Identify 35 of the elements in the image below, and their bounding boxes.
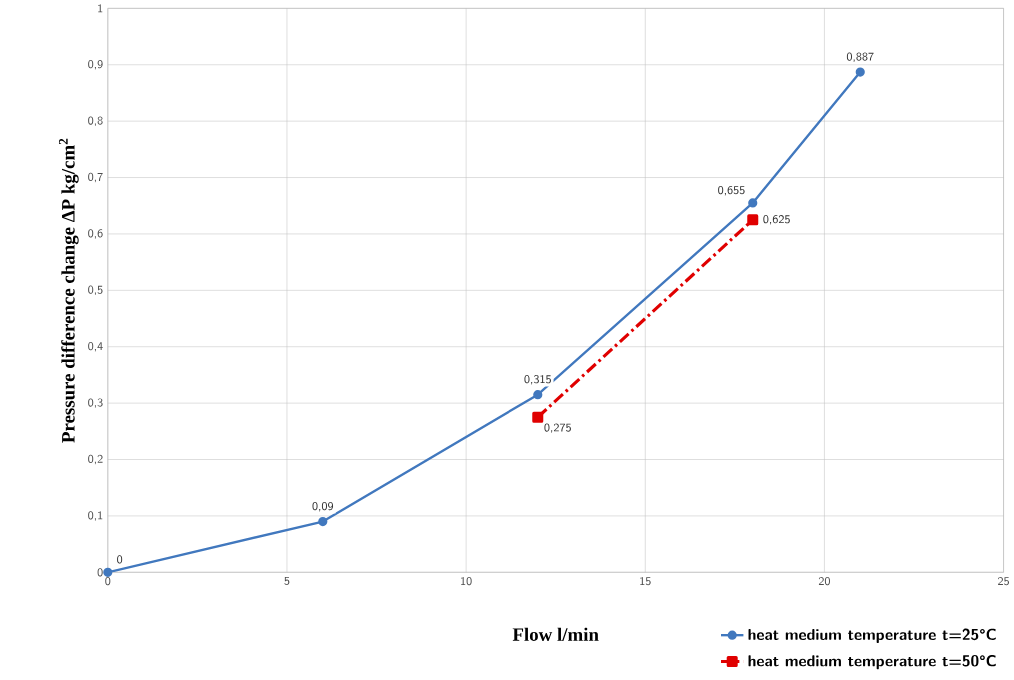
y-tick-label: 0,9 xyxy=(88,59,103,70)
y-tick-label: 0,3 xyxy=(88,398,103,408)
data-label: 0,09 xyxy=(312,501,334,512)
point xyxy=(533,390,543,400)
x-axis-title: Flow l/min xyxy=(512,627,599,641)
x-tick-label: 10 xyxy=(461,576,472,586)
y-tick-label: 0,6 xyxy=(88,229,103,239)
y-axis-title: Pressure difference change ΔP kg/cm$^{2}$ xyxy=(58,138,79,443)
x-tick-label: 0 xyxy=(105,576,111,586)
y-tick-label: 0,2 xyxy=(88,454,103,465)
point xyxy=(103,567,113,577)
point xyxy=(748,198,758,208)
legend-label: heat medium temperature t=25°C xyxy=(748,628,996,643)
y-tick-label: 0,5 xyxy=(88,285,103,296)
point xyxy=(318,516,328,527)
x-tick-label: 20 xyxy=(818,576,830,586)
y-tick-label: 0,8 xyxy=(88,116,103,126)
y-tick-label: 0,7 xyxy=(88,172,103,183)
point xyxy=(532,411,544,423)
x-tick-label: 5 xyxy=(284,576,290,585)
data-label: 0 xyxy=(117,555,123,564)
data-label: 0,887 xyxy=(846,52,874,62)
x-tick-label: 15 xyxy=(640,576,651,586)
data-label: 0,315 xyxy=(524,375,551,385)
y-tick-label: 1 xyxy=(98,4,103,13)
point xyxy=(747,214,759,226)
y-tick-label: 0,1 xyxy=(88,511,103,521)
x-tick-label: 25 xyxy=(998,576,1010,586)
data-label: 0,275 xyxy=(544,423,571,433)
data-label: 0,625 xyxy=(763,215,790,225)
point xyxy=(855,67,865,77)
legend-label: heat medium temperature t=50°C xyxy=(748,654,996,670)
data-label: 0,655 xyxy=(718,185,745,196)
y-tick-label: 0 xyxy=(97,568,103,577)
y-tick-label: 0,4 xyxy=(88,341,103,352)
